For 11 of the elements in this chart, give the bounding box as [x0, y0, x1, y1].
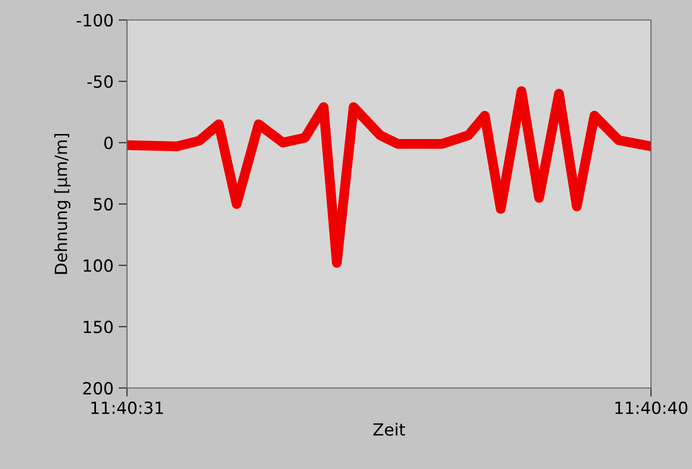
y-tick-label: 50	[94, 198, 113, 211]
y-axis-title: Dehnung [µm/m]	[54, 134, 70, 274]
x-tick-label: 11:40:31	[91, 401, 163, 414]
x-axis-title: Zeit	[373, 422, 406, 436]
y-tick-label: 100	[84, 259, 113, 272]
y-tick-label: 150	[84, 320, 113, 334]
y-tick-label: 200	[83, 382, 113, 395]
y-tick-label: -50	[87, 75, 113, 88]
y-tick-label: -100	[76, 14, 113, 27]
x-tick-label: 11:40:40	[615, 401, 688, 414]
y-tick-label: 0	[104, 136, 113, 150]
